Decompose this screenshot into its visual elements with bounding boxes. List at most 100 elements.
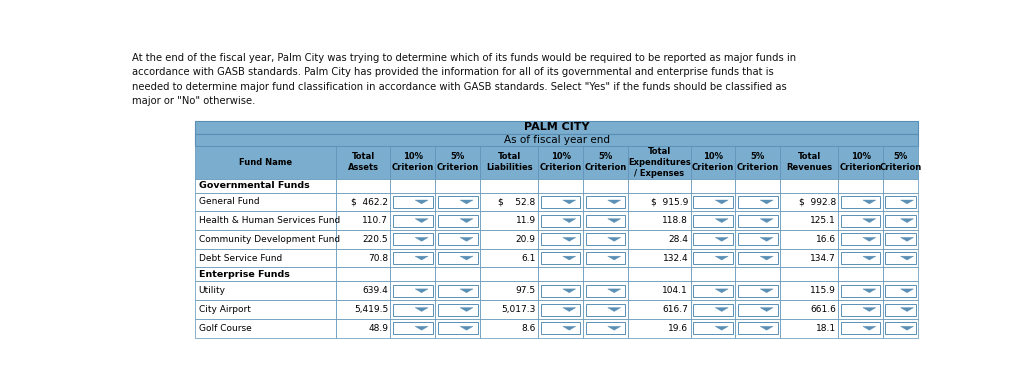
- Bar: [690, 282, 735, 300]
- Bar: [435, 179, 480, 192]
- Bar: [841, 196, 881, 208]
- Bar: [435, 300, 480, 319]
- Polygon shape: [715, 327, 728, 330]
- Bar: [538, 230, 583, 249]
- Bar: [336, 282, 390, 300]
- Bar: [538, 282, 583, 300]
- Bar: [393, 196, 433, 208]
- Bar: [839, 300, 883, 319]
- Bar: [583, 300, 628, 319]
- Bar: [390, 230, 435, 249]
- Bar: [693, 234, 733, 245]
- Text: 5%
Criterion: 5% Criterion: [880, 152, 922, 172]
- Polygon shape: [715, 289, 728, 293]
- Text: Total
Expenditures
/ Expenses: Total Expenditures / Expenses: [628, 147, 690, 178]
- Bar: [839, 249, 883, 267]
- Text: PALM CITY: PALM CITY: [524, 122, 589, 132]
- Polygon shape: [760, 200, 773, 204]
- Bar: [390, 282, 435, 300]
- Bar: [735, 230, 780, 249]
- Bar: [628, 146, 690, 179]
- Bar: [839, 211, 883, 230]
- Bar: [885, 252, 915, 264]
- Text: 16.6: 16.6: [816, 235, 836, 244]
- Bar: [628, 319, 690, 338]
- Bar: [538, 192, 583, 211]
- Polygon shape: [607, 237, 621, 241]
- Polygon shape: [607, 256, 621, 260]
- Polygon shape: [760, 327, 773, 330]
- Bar: [538, 267, 583, 282]
- Bar: [435, 211, 480, 230]
- Bar: [883, 192, 918, 211]
- Text: 10%
Criterion: 10% Criterion: [840, 152, 882, 172]
- Bar: [883, 249, 918, 267]
- Bar: [538, 179, 583, 192]
- Polygon shape: [715, 256, 728, 260]
- Bar: [883, 230, 918, 249]
- Polygon shape: [760, 256, 773, 260]
- Text: 104.1: 104.1: [663, 287, 688, 295]
- Bar: [690, 319, 735, 338]
- Polygon shape: [760, 307, 773, 311]
- Bar: [839, 267, 883, 282]
- Bar: [693, 215, 733, 227]
- Bar: [196, 249, 336, 267]
- Bar: [693, 196, 733, 208]
- Polygon shape: [563, 256, 575, 260]
- Bar: [883, 319, 918, 338]
- Text: At the end of the fiscal year, Palm City was trying to determine which of its fu: At the end of the fiscal year, Palm City…: [132, 53, 796, 106]
- Bar: [693, 322, 733, 334]
- Bar: [841, 215, 881, 227]
- Text: 115.9: 115.9: [810, 287, 836, 295]
- Bar: [480, 211, 538, 230]
- Bar: [628, 179, 690, 192]
- Polygon shape: [563, 289, 575, 293]
- Bar: [538, 146, 583, 179]
- Bar: [336, 146, 390, 179]
- Bar: [693, 285, 733, 297]
- Polygon shape: [900, 327, 913, 330]
- Text: 70.8: 70.8: [368, 254, 388, 263]
- Bar: [735, 192, 780, 211]
- Bar: [735, 179, 780, 192]
- Polygon shape: [415, 200, 428, 204]
- Bar: [883, 282, 918, 300]
- Text: 5%
Criterion: 5% Criterion: [737, 152, 779, 172]
- Text: 125.1: 125.1: [810, 216, 836, 225]
- Bar: [839, 192, 883, 211]
- Text: 10%
Criterion: 10% Criterion: [392, 152, 434, 172]
- Bar: [438, 285, 477, 297]
- Text: 5,017.3: 5,017.3: [502, 305, 536, 314]
- Bar: [538, 300, 583, 319]
- Bar: [435, 230, 480, 249]
- Text: $    52.8: $ 52.8: [499, 197, 536, 207]
- Bar: [735, 319, 780, 338]
- Bar: [196, 282, 336, 300]
- Bar: [738, 196, 777, 208]
- Polygon shape: [563, 307, 575, 311]
- Bar: [196, 267, 336, 282]
- Bar: [196, 300, 336, 319]
- Bar: [628, 267, 690, 282]
- Polygon shape: [760, 219, 773, 223]
- Bar: [541, 196, 581, 208]
- Bar: [780, 211, 839, 230]
- Bar: [883, 300, 918, 319]
- Bar: [196, 134, 918, 146]
- Bar: [586, 196, 626, 208]
- Bar: [435, 282, 480, 300]
- Bar: [690, 249, 735, 267]
- Bar: [841, 285, 881, 297]
- Bar: [780, 230, 839, 249]
- Bar: [690, 146, 735, 179]
- Polygon shape: [760, 289, 773, 293]
- Bar: [690, 192, 735, 211]
- Polygon shape: [415, 289, 428, 293]
- Text: 19.6: 19.6: [668, 324, 688, 333]
- Bar: [690, 211, 735, 230]
- Bar: [480, 282, 538, 300]
- Text: 616.7: 616.7: [663, 305, 688, 314]
- Bar: [336, 192, 390, 211]
- Text: 5,419.5: 5,419.5: [354, 305, 388, 314]
